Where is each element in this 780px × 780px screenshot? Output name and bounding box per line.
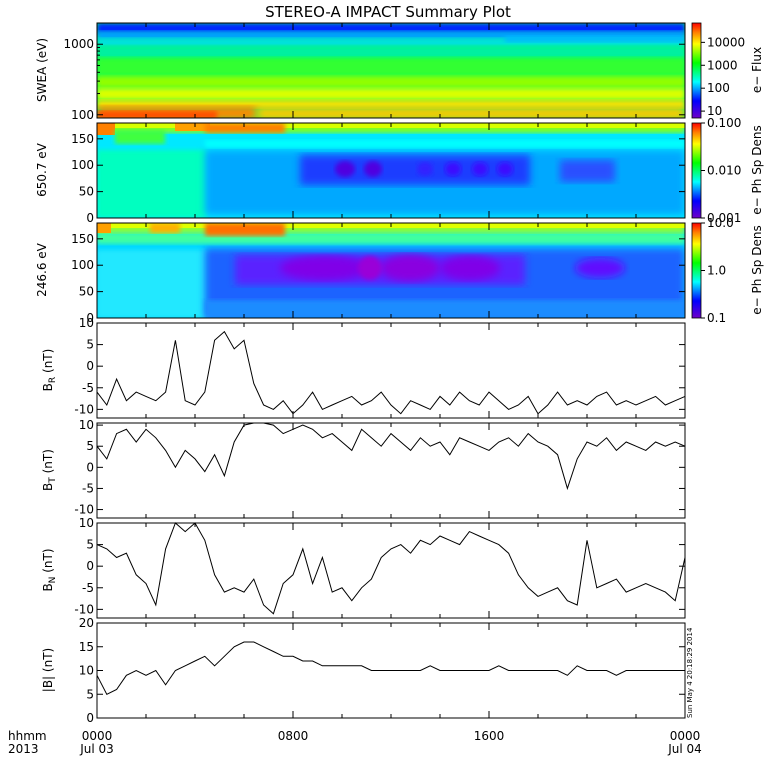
bt-series <box>96 422 686 491</box>
pad246-y-axis: 0 50 100 150 <box>71 223 686 325</box>
br-ytick-label: 5 <box>86 338 94 352</box>
swea-y-axis: 100 1000 <box>63 22 686 122</box>
pad650-panel: 0 50 100 150 650.7 eV 0.001 0.010 0.100 e− Ph… <box>35 116 764 225</box>
bn-ylabel: BN (nT) <box>41 548 58 591</box>
bmag-panel: 0 5 10 15 20 |B| (nT) Sun May 4 20:18:29 201… <box>41 616 694 725</box>
pad650-heatmap <box>97 123 685 218</box>
pad246-ytick-label: 100 <box>71 258 94 272</box>
bt-ytick-label: 5 <box>86 439 94 453</box>
bt-ytick-label: 0 <box>86 460 94 474</box>
bn-y-axis: -10 -5 0 5 10 <box>74 516 686 618</box>
bmag-ytick-label: 0 <box>86 711 94 725</box>
br-y-axis: -10 -5 0 5 10 <box>74 316 686 418</box>
bt-ylabel: BT (nT) <box>41 449 58 491</box>
pad246-colorbar-tick-label: 10.0 <box>707 216 734 230</box>
pad246-ytick-label: 0 <box>86 311 94 325</box>
bmag-ytick-label: 10 <box>79 664 94 678</box>
bn-ytick-label: 0 <box>86 559 94 573</box>
pad650-colorbar-tick-label: 0.100 <box>707 116 741 130</box>
pad650-ytick-label: 150 <box>71 132 94 146</box>
swea-ylabel: SWEA (eV) <box>35 38 49 102</box>
pad650-colorbar <box>691 122 702 219</box>
bmag-line <box>96 641 685 695</box>
pad650-ytick-label: 50 <box>79 185 94 199</box>
swea-colorbar-tick-label: 100 <box>707 81 730 95</box>
timestamp: Sun May 4 20:18:29 2014 <box>686 627 694 718</box>
pad246-colorbar-tick-label: 0.1 <box>707 311 726 325</box>
time-tick-label: 1600 <box>474 729 505 743</box>
swea-colorbar-label: e− Flux <box>750 47 764 93</box>
swea-heatmap <box>97 23 685 118</box>
br-line <box>96 330 686 415</box>
bmag-ytick-label: 15 <box>79 640 94 654</box>
pad246-colorbar-tick-label: 1.0 <box>707 264 726 278</box>
br-panel: -10 -5 0 5 10 BR (nT) <box>41 316 686 419</box>
bt-ytick-label: -10 <box>74 503 94 517</box>
pad650-ylabel: 650.7 eV <box>35 142 49 197</box>
bt-panel: -10 -5 0 5 10 BT (nT) <box>41 418 686 519</box>
swea-ytick-label: 1000 <box>63 37 94 51</box>
date-tick-label: Jul 03 <box>79 742 114 756</box>
pad246-colorbar-label: e− Ph Sp Dens <box>750 225 764 314</box>
bn-ytick-label: -10 <box>74 602 94 616</box>
swea-colorbar-ticks: 10 100 1000 10000 <box>701 35 745 118</box>
bn-series <box>96 522 686 615</box>
bmag-ytick-label: 5 <box>86 687 94 701</box>
pad246-colorbar <box>691 222 702 319</box>
pad650-colorbar-ticks: 0.001 0.010 0.100 <box>701 116 741 225</box>
bn-panel: -10 -5 0 5 10 BN (nT) <box>41 516 686 619</box>
swea-colorbar-tick-label: 1000 <box>707 58 738 72</box>
bmag-ytick-label: 20 <box>79 616 94 630</box>
pad246-ytick-label: 150 <box>71 232 94 246</box>
bt-ytick-label: 10 <box>79 418 94 432</box>
pad246-colorbar-ticks: 0.1 1.0 10.0 <box>701 216 734 325</box>
swea-ytick-label: 100 <box>71 108 94 122</box>
swea-colorbar-tick-label: 10 <box>707 104 722 118</box>
swea-colorbar <box>691 22 702 119</box>
time-tick-label: 0000 <box>670 729 701 743</box>
bn-line <box>96 522 686 615</box>
pad650-y-axis: 0 50 100 150 <box>71 123 686 225</box>
chart-title: STEREO-A IMPACT Summary Plot <box>265 3 511 21</box>
br-ytick-label: -10 <box>74 402 94 416</box>
bt-y-axis: -10 -5 0 5 10 <box>74 418 686 518</box>
swea-colorbar-tick-label: 10000 <box>707 35 745 49</box>
br-series <box>96 330 686 415</box>
pad246-ytick-label: 50 <box>79 285 94 299</box>
bn-ytick-label: 5 <box>86 538 94 552</box>
pad650-colorbar-label: e− Ph Sp Dens <box>750 125 764 214</box>
br-ylabel: BR (nT) <box>41 349 58 392</box>
bt-ytick-label: -5 <box>82 481 94 495</box>
date-tick-label: Jul 04 <box>667 742 702 756</box>
bmag-ylabel: |B| (nT) <box>41 648 55 692</box>
pad650-ytick-label: 0 <box>86 211 94 225</box>
time-tick-label: 0000 <box>82 729 113 743</box>
bmag-series <box>96 641 685 695</box>
pad246-panel: 0 50 100 150 246.6 eV 0.1 1.0 10.0 e− Ph Sp D… <box>35 216 764 325</box>
br-ytick-label: -5 <box>82 381 94 395</box>
bmag-y-axis: 0 5 10 15 20 <box>79 616 686 725</box>
pad246-heatmap <box>97 223 685 318</box>
pad650-colorbar-tick-label: 0.010 <box>707 164 741 178</box>
br-ytick-label: 10 <box>79 316 94 330</box>
swea-panel: 100 1000 SWEA (eV) 10 100 1000 10000 e− Flux <box>35 22 764 122</box>
br-ytick-label: 0 <box>86 359 94 373</box>
pad246-ylabel: 246.6 eV <box>35 242 49 297</box>
time-tick-label: 0800 <box>278 729 309 743</box>
time-axis-corner-label-hhmm: hhmm <box>8 729 47 743</box>
bn-ytick-label: -5 <box>82 581 94 595</box>
pad650-ytick-label: 100 <box>71 158 94 172</box>
bn-ytick-label: 10 <box>79 516 94 530</box>
time-axis-corner-label-year: 2013 <box>8 742 39 756</box>
pad650-colorbar-tick-label: 0.001 <box>707 211 741 225</box>
bt-line <box>96 422 686 491</box>
